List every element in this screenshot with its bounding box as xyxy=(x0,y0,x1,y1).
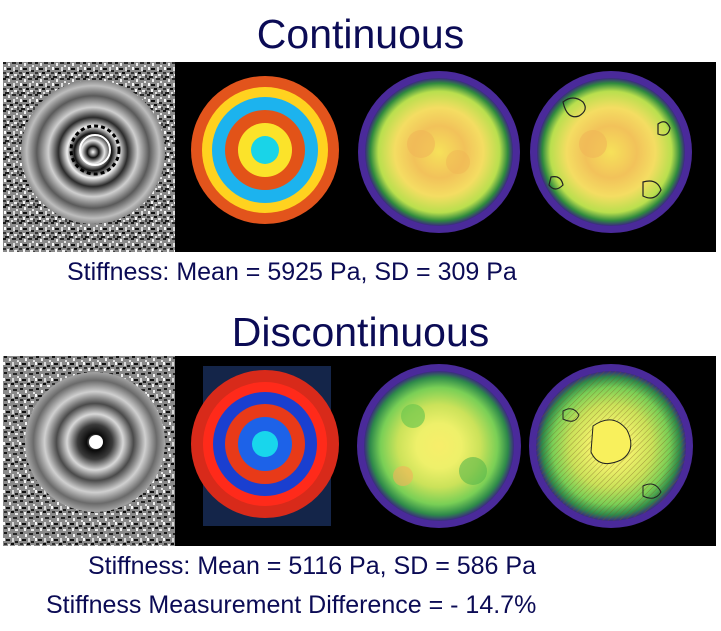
phase-image xyxy=(3,356,175,546)
image-strip-continuous xyxy=(3,62,716,252)
stiffness-map xyxy=(358,71,520,233)
phase-image xyxy=(3,62,175,252)
stiffness-map xyxy=(357,364,521,528)
image-strip-discontinuous xyxy=(3,356,716,546)
wave-image xyxy=(191,366,339,526)
stiffness-stats-continuous: Stiffness: Mean = 5925 Pa, SD = 309 Pa xyxy=(67,258,517,286)
stiffness-difference: Stiffness Measurement Difference = - 14.… xyxy=(46,591,537,619)
stiffness-stats-discontinuous: Stiffness: Mean = 5116 Pa, SD = 586 Pa xyxy=(88,552,536,580)
section-title-continuous: Continuous xyxy=(256,11,465,57)
stiffness-map-contoured xyxy=(530,71,692,233)
wave-image xyxy=(191,76,339,224)
stiffness-map-contoured xyxy=(529,364,693,528)
section-title-discontinuous: Discontinuous xyxy=(231,309,490,355)
